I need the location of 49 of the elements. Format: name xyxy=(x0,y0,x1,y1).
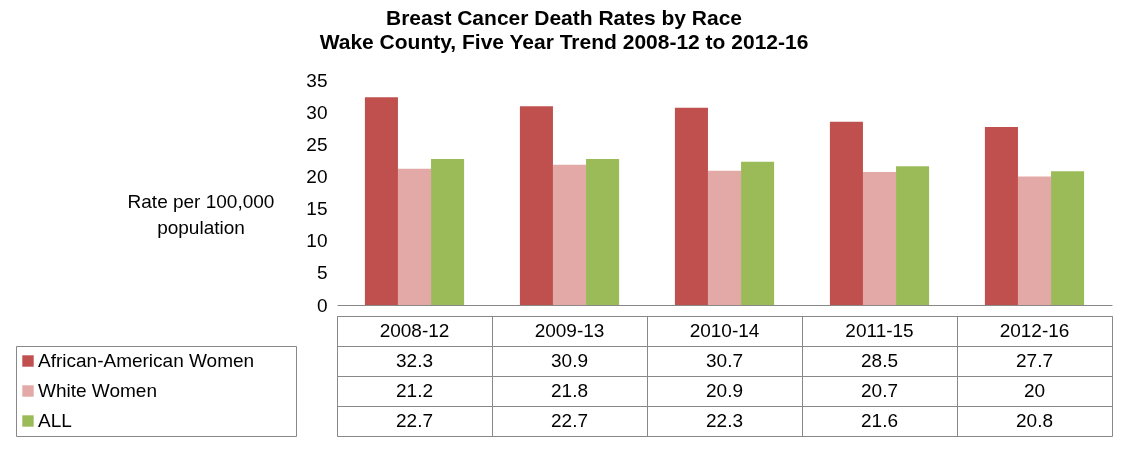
y-tick-label: 15 xyxy=(306,198,328,220)
bar xyxy=(1017,176,1052,305)
bar xyxy=(896,166,930,305)
x-tick-label: 2012-16 xyxy=(999,320,1070,341)
y-tick-label: 35 xyxy=(306,69,328,91)
data-label: 21.2 xyxy=(396,380,433,401)
y-tick-label: 10 xyxy=(306,230,328,252)
legend-label: White Women xyxy=(38,380,157,401)
data-label: 20.9 xyxy=(706,380,743,401)
bar xyxy=(552,164,587,305)
data-label: 22.3 xyxy=(706,410,743,431)
chart-subtitle: Wake County, Five Year Trend 2008-12 to 2012-16 xyxy=(319,30,809,53)
bar xyxy=(364,97,398,305)
x-tick-label: 2009-13 xyxy=(534,320,605,341)
bar xyxy=(1051,171,1085,305)
data-label: 28.5 xyxy=(861,350,898,371)
bar xyxy=(586,159,620,305)
x-tick-label: 2011-15 xyxy=(845,320,914,341)
bar xyxy=(829,121,863,305)
x-tick-label: 2010-14 xyxy=(689,320,760,341)
bar xyxy=(741,161,775,305)
data-label: 20.8 xyxy=(1016,410,1053,431)
y-tick-label: 25 xyxy=(306,133,328,155)
chart-title: Breast Cancer Death Rates by Race xyxy=(386,6,742,29)
legend-label: African-American Women xyxy=(38,350,255,371)
bar xyxy=(431,159,465,305)
bar xyxy=(862,171,897,305)
data-label: 27.7 xyxy=(1016,350,1053,371)
data-label: 22.7 xyxy=(551,410,588,431)
legend-label: ALL xyxy=(38,410,72,431)
bar xyxy=(397,168,432,305)
y-tick-label: 0 xyxy=(316,294,328,316)
data-label: 20 xyxy=(1023,380,1046,401)
data-label: 30.7 xyxy=(706,350,743,371)
y-axis-title: Rate per 100,000 population xyxy=(127,191,275,238)
data-label: 21.6 xyxy=(861,410,898,431)
data-label: 22.7 xyxy=(396,410,433,431)
data-label: 20.7 xyxy=(861,380,898,401)
bar xyxy=(674,107,708,305)
y-tick-label: 20 xyxy=(306,165,328,187)
y-tick-label: 30 xyxy=(306,101,328,123)
bar xyxy=(984,126,1018,305)
bar xyxy=(519,106,553,305)
data-label: 21.8 xyxy=(551,380,588,401)
x-tick-label: 2008-12 xyxy=(379,320,450,341)
data-label: 30.9 xyxy=(551,350,588,371)
y-tick-label: 5 xyxy=(316,262,328,284)
data-label: 32.3 xyxy=(396,350,433,371)
bar xyxy=(707,170,742,305)
